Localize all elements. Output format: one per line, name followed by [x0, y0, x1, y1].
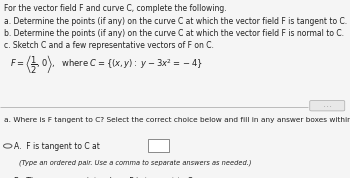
- Text: For the vector field F and curve C, complete the following.: For the vector field F and curve C, comp…: [4, 4, 227, 14]
- Text: (Type an ordered pair. Use a comma to separate answers as needed.): (Type an ordered pair. Use a comma to se…: [19, 159, 252, 166]
- Text: $F = \left\langle \dfrac{1}{2}, 0 \right\rangle$$,\ \ \mathrm{where}\ C = \{(x,y: $F = \left\langle \dfrac{1}{2}, 0 \right…: [10, 54, 204, 76]
- Text: A.  F is tangent to C at: A. F is tangent to C at: [14, 142, 100, 151]
- Text: · · ·: · · ·: [323, 104, 331, 109]
- Text: B.  There are no points where F is tangent to C.: B. There are no points where F is tangen…: [14, 177, 195, 178]
- Text: c. Sketch C and a few representative vectors of F on C.: c. Sketch C and a few representative vec…: [4, 41, 214, 50]
- FancyBboxPatch shape: [310, 101, 345, 111]
- FancyBboxPatch shape: [148, 139, 169, 152]
- Text: a. Where is F tangent to C? Select the correct choice below and fill in any answ: a. Where is F tangent to C? Select the c…: [4, 117, 350, 123]
- Text: a. Determine the points (if any) on the curve C at which the vector field F is t: a. Determine the points (if any) on the …: [4, 17, 347, 26]
- Text: b. Determine the points (if any) on the curve C at which the vector field F is n: b. Determine the points (if any) on the …: [4, 29, 344, 38]
